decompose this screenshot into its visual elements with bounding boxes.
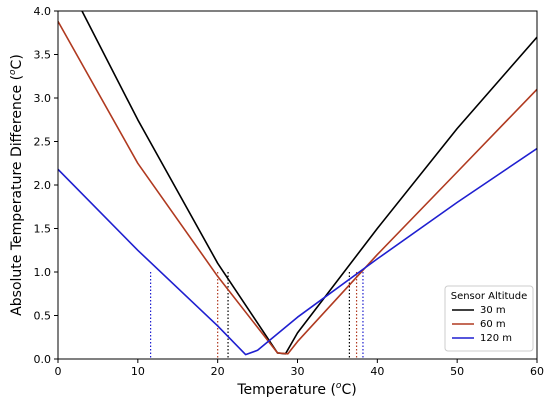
x-axis-label: Temperature (oC) xyxy=(236,381,356,398)
x-tick-label: 30 xyxy=(291,365,305,378)
legend-label-1: 30 m xyxy=(480,305,506,316)
series-line-3 xyxy=(58,147,537,356)
y-tick-label: 3.0 xyxy=(34,92,52,105)
y-tick-label: 2.0 xyxy=(34,179,52,192)
series-line-2 xyxy=(58,21,537,355)
legend: Sensor Altitude 30 m 60 m 120 m xyxy=(444,285,534,352)
y-axis-label: Absolute Temperature Difference (oC) xyxy=(8,54,25,316)
legend-items: 30 m 60 m 120 m xyxy=(452,305,512,344)
legend-label-3: 120 m xyxy=(480,333,512,344)
plot-area xyxy=(58,11,537,359)
x-tick-label: 60 xyxy=(530,365,544,378)
y-tick-label: 2.5 xyxy=(34,136,52,149)
y-tick-label: 3.5 xyxy=(34,49,52,62)
legend-box xyxy=(444,285,534,352)
y-tick-label: 1.5 xyxy=(34,223,52,236)
y-tick-label: 1.0 xyxy=(34,266,52,279)
ticks: 0 10 20 30 40 50 60 0.0 0.5 1.0 1.5 2.0 2.5 3.0 3.5 4.0 xyxy=(34,5,545,378)
legend-label-2: 60 m xyxy=(480,319,506,330)
x-tick-label: 10 xyxy=(131,365,145,378)
x-tick-label: 20 xyxy=(211,365,225,378)
x-tick-label: 40 xyxy=(370,365,384,378)
y-tick-label: 0.0 xyxy=(34,353,52,366)
y-tick-label: 4.0 xyxy=(34,5,52,18)
x-tick-label: 50 xyxy=(450,365,464,378)
y-tick-label: 0.5 xyxy=(34,310,52,323)
legend-title: Sensor Altitude xyxy=(451,291,528,302)
x-tick-label: 0 xyxy=(55,365,62,378)
